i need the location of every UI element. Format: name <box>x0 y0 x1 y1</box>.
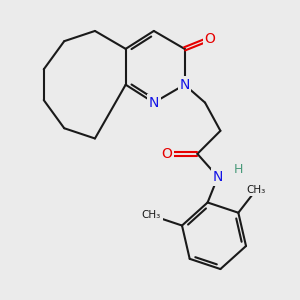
Text: O: O <box>161 147 172 161</box>
Text: CH₃: CH₃ <box>247 185 266 195</box>
Text: N: N <box>179 78 190 92</box>
Text: N: N <box>149 96 159 110</box>
Text: H: H <box>234 163 243 176</box>
Text: N: N <box>213 170 223 184</box>
Text: CH₃: CH₃ <box>142 210 161 220</box>
Text: O: O <box>205 32 216 46</box>
